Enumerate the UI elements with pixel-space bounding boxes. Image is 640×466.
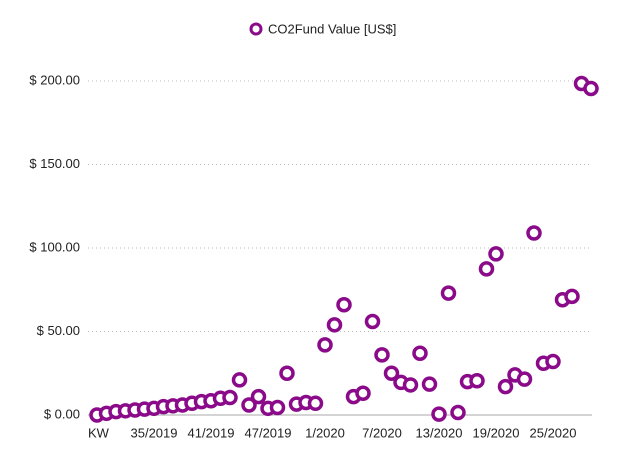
data-point (478, 261, 495, 277)
data-point (269, 399, 286, 416)
x-tick-label: KW (88, 425, 110, 440)
x-tick-label: 13/2020 (416, 425, 463, 440)
data-point (222, 389, 238, 406)
data-point (364, 313, 381, 330)
data-point (431, 406, 447, 422)
data-point (317, 337, 333, 353)
y-tick-label: $ 200.00 (29, 72, 80, 87)
data-point (450, 404, 466, 421)
x-tick-label: 1/2020 (305, 425, 345, 440)
data-point (279, 365, 295, 381)
data-point (355, 385, 371, 402)
data-point (374, 347, 390, 363)
x-tick-label: 35/2019 (131, 425, 178, 440)
data-point (488, 246, 504, 262)
data-point (497, 378, 514, 395)
data-point (583, 80, 599, 97)
y-tick-label: $ 50.00 (37, 323, 80, 338)
data-point (383, 365, 400, 381)
y-tick-label: $ 150.00 (29, 156, 80, 171)
y-tick-label: $ 0.00 (44, 406, 80, 421)
x-tick-label: 7/2020 (362, 425, 402, 440)
data-point (307, 395, 324, 412)
data-point (336, 297, 352, 313)
data-point (421, 376, 438, 392)
data-point (241, 397, 257, 413)
data-point (545, 353, 561, 370)
data-point (564, 288, 580, 305)
data-point (326, 317, 343, 333)
data-point (526, 225, 542, 241)
data-point (412, 345, 428, 361)
data-point (516, 371, 533, 387)
x-tick-label: 47/2019 (245, 425, 292, 440)
data-point (469, 373, 485, 389)
legend-label: CO2Fund Value [US$] (268, 21, 396, 36)
data-point (440, 285, 457, 301)
data-point (250, 388, 267, 405)
y-tick-label: $ 100.00 (29, 239, 80, 254)
data-point (231, 372, 248, 388)
data-point (402, 377, 419, 393)
legend-marker (249, 22, 263, 36)
x-tick-label: 25/2020 (530, 425, 577, 440)
x-tick-label: 19/2020 (473, 425, 520, 440)
x-tick-label: 41/2019 (188, 425, 235, 440)
